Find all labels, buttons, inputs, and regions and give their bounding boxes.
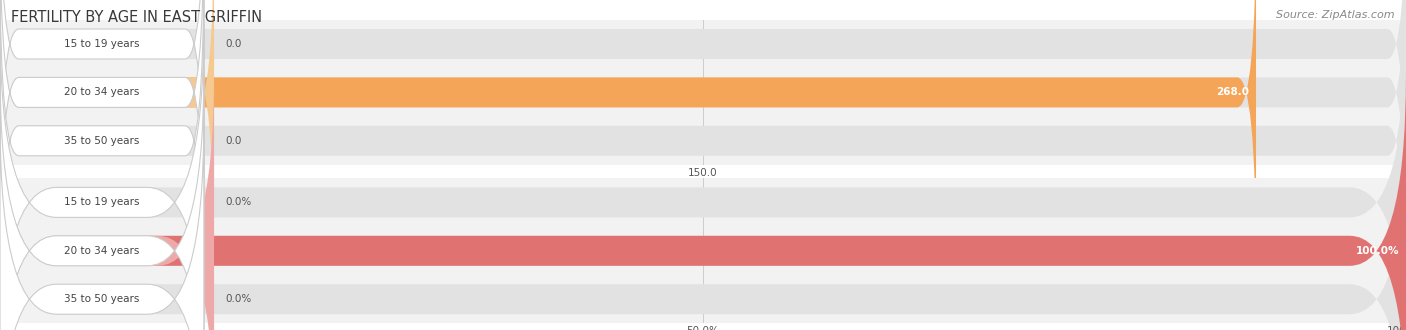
Text: FERTILITY BY AGE IN EAST GRIFFIN: FERTILITY BY AGE IN EAST GRIFFIN xyxy=(11,10,263,25)
Text: 0.0: 0.0 xyxy=(225,136,242,146)
FancyBboxPatch shape xyxy=(0,0,1406,319)
Text: 15 to 19 years: 15 to 19 years xyxy=(65,39,139,49)
Text: 35 to 50 years: 35 to 50 years xyxy=(65,294,139,304)
FancyBboxPatch shape xyxy=(0,72,204,330)
FancyBboxPatch shape xyxy=(0,0,1406,271)
Text: 15 to 19 years: 15 to 19 years xyxy=(65,197,139,207)
Text: 20 to 34 years: 20 to 34 years xyxy=(65,246,139,256)
FancyBboxPatch shape xyxy=(0,0,1256,271)
Text: 0.0: 0.0 xyxy=(225,39,242,49)
Text: 35 to 50 years: 35 to 50 years xyxy=(65,136,139,146)
Text: 268.0: 268.0 xyxy=(1216,87,1249,97)
Text: 20 to 34 years: 20 to 34 years xyxy=(65,87,139,97)
Text: 0.0%: 0.0% xyxy=(225,197,252,207)
FancyBboxPatch shape xyxy=(0,120,1406,330)
FancyBboxPatch shape xyxy=(0,72,1406,330)
FancyBboxPatch shape xyxy=(0,0,204,223)
FancyBboxPatch shape xyxy=(0,72,1406,330)
FancyBboxPatch shape xyxy=(0,24,204,330)
FancyBboxPatch shape xyxy=(0,24,1406,330)
Text: 100.0%: 100.0% xyxy=(1355,246,1399,256)
FancyBboxPatch shape xyxy=(0,120,204,330)
FancyBboxPatch shape xyxy=(0,0,1406,223)
FancyBboxPatch shape xyxy=(0,72,214,330)
FancyBboxPatch shape xyxy=(0,0,204,271)
FancyBboxPatch shape xyxy=(0,0,214,271)
Text: Source: ZipAtlas.com: Source: ZipAtlas.com xyxy=(1277,10,1395,20)
FancyBboxPatch shape xyxy=(0,0,204,319)
Text: 0.0%: 0.0% xyxy=(225,294,252,304)
